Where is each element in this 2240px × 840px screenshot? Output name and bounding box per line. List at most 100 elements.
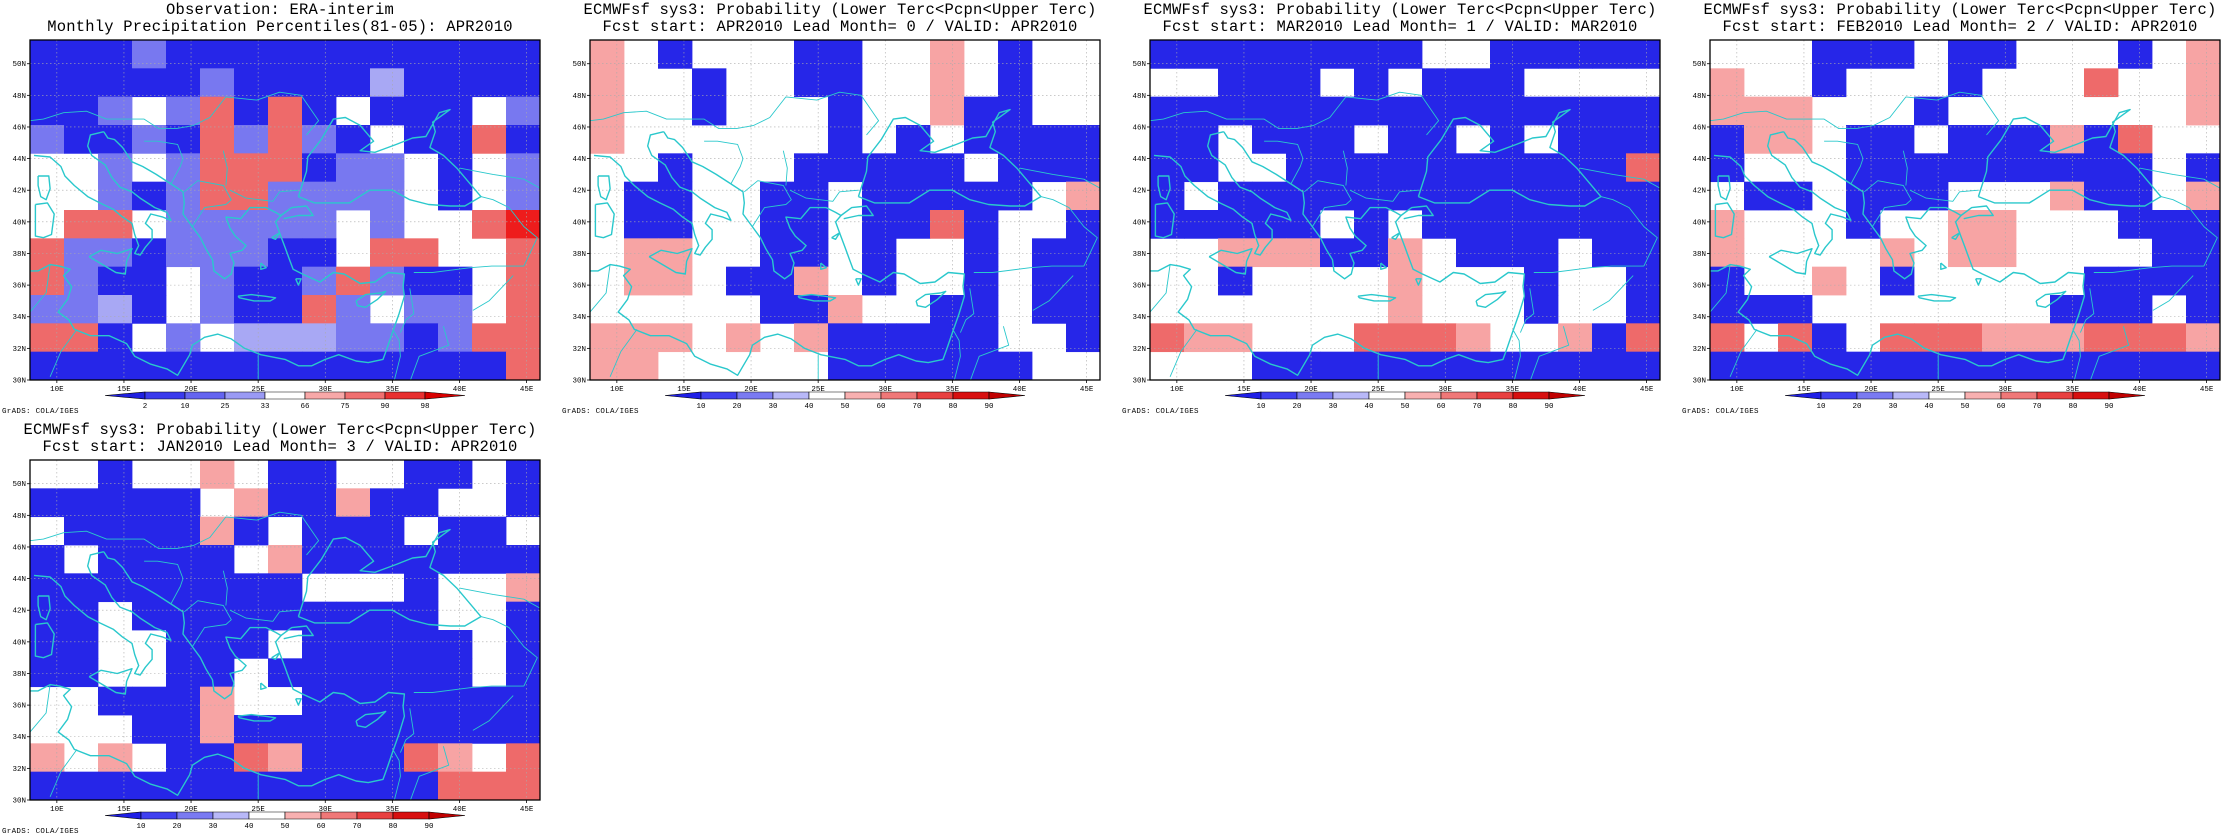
country-border [2152, 275, 2194, 311]
grid-cell [506, 323, 541, 353]
lon-tick-label: 40E [2133, 386, 2147, 394]
coastline [1150, 131, 1526, 376]
grid-cell [624, 210, 659, 239]
coastline [1400, 205, 1434, 220]
grid-cell [30, 295, 65, 324]
country-border [1729, 329, 1758, 377]
grid-cell [1066, 323, 1101, 353]
grid-cell [438, 125, 473, 154]
coastline [820, 262, 827, 270]
lat-tick-label: 30N [572, 378, 586, 386]
grid-cell [268, 210, 303, 239]
coastline [1714, 202, 1735, 239]
grid-cell [1184, 40, 1219, 69]
country-border [1513, 330, 1521, 380]
grid-cell [1880, 40, 1915, 69]
lat-tick-label: 34N [1692, 314, 1706, 322]
grid-cell [1150, 125, 1185, 154]
grid-cell [268, 181, 303, 211]
coastline [1391, 232, 1401, 240]
grid-cell [404, 488, 439, 518]
lon-tick-label: 15E [1237, 386, 1251, 394]
grid-cell [166, 488, 201, 518]
colorbar-swatch [1512, 391, 1550, 400]
grid-cell [1880, 351, 1915, 381]
colorbar-swatch [2108, 391, 2146, 400]
coastline [30, 131, 406, 376]
grid-cell [760, 266, 795, 296]
colorbar-swatch [772, 391, 810, 400]
grid-cell [1710, 323, 1745, 353]
coastline [1917, 293, 1957, 302]
grid-cell [336, 125, 371, 154]
grid-cell [2152, 210, 2187, 239]
colorbar-label: 30 [1328, 403, 1338, 411]
grid-cell [200, 516, 235, 546]
grid-cell [1948, 210, 1983, 239]
grid-cell [200, 573, 235, 603]
grid-cell [200, 545, 235, 574]
grid-cell [336, 743, 371, 773]
country-border [1710, 91, 2000, 136]
grid-cell [1880, 266, 1915, 296]
grid-cell [336, 68, 371, 98]
lat-tick-label: 42N [1132, 188, 1146, 196]
grid-cell [1948, 238, 1983, 268]
grid-cell [506, 266, 541, 296]
coastline [2035, 290, 2067, 308]
colorbar-label: 50 [1960, 403, 1970, 411]
lon-tick-label: 20E [1864, 386, 1878, 394]
country-border [1529, 326, 1570, 380]
coastline [1768, 248, 1813, 275]
grid-cell [1252, 125, 1287, 154]
grid-cell [964, 181, 999, 211]
grid-cell [1252, 68, 1287, 98]
country-border [2089, 326, 2130, 380]
lon-tick-label: 10E [1730, 386, 1744, 394]
grid-cell [1456, 238, 1491, 268]
colorbar-swatch [1820, 391, 1858, 400]
colorbar-label: 75 [340, 403, 350, 411]
grid-cell [1710, 153, 1745, 183]
country-border [1902, 150, 1908, 186]
grid-cell [506, 573, 541, 603]
colorbar-label: 10 [1816, 403, 1826, 411]
lon-tick-label: 15E [117, 806, 131, 814]
grid-cell [336, 658, 371, 688]
country-border [222, 150, 228, 186]
grid-cell [1744, 295, 1779, 324]
coastline [1154, 202, 1175, 239]
grid-cell [472, 40, 507, 69]
country-border [222, 570, 228, 606]
colorbar-label: 30 [208, 823, 218, 831]
lat-tick-label: 50N [12, 481, 26, 489]
colorbar-swatch [224, 391, 266, 400]
coastline [1713, 131, 1852, 256]
grid-cell [1524, 181, 1559, 211]
grid-cell [1592, 96, 1627, 126]
country-border [1019, 167, 1100, 189]
coastline [1977, 108, 2162, 207]
grid-cell [200, 68, 235, 98]
grid-cell [930, 96, 965, 126]
lon-tick-label: 30E [319, 806, 333, 814]
panel-title-line2: Fcst start: APR2010 Lead Month= 0 / VALI… [602, 18, 1078, 36]
colorbar-label: 20 [732, 403, 742, 411]
grid-cell [438, 68, 473, 98]
grid-cell [1744, 181, 1779, 211]
grid-cell [302, 40, 337, 69]
grid-cell [404, 630, 439, 659]
grid-cell [2016, 153, 2051, 183]
grid-cell [794, 295, 829, 324]
panel-fcst-mar: 10E 15E 20E 25E 30E 35E 40E 45E 30N 32N 34N 36N 38N 4… [1120, 0, 1680, 420]
lon-tick-label: 45E [520, 806, 534, 814]
colorbar-label: 40 [1924, 403, 1934, 411]
grid-cell [1710, 238, 1745, 268]
grid-cell [1388, 295, 1423, 324]
precip-cells [30, 40, 541, 381]
lon-tick-label: 10E [50, 806, 64, 814]
grid-cell [1218, 266, 1253, 296]
country-border [399, 288, 415, 333]
grid-cell [658, 266, 693, 296]
grid-cell [234, 771, 269, 801]
